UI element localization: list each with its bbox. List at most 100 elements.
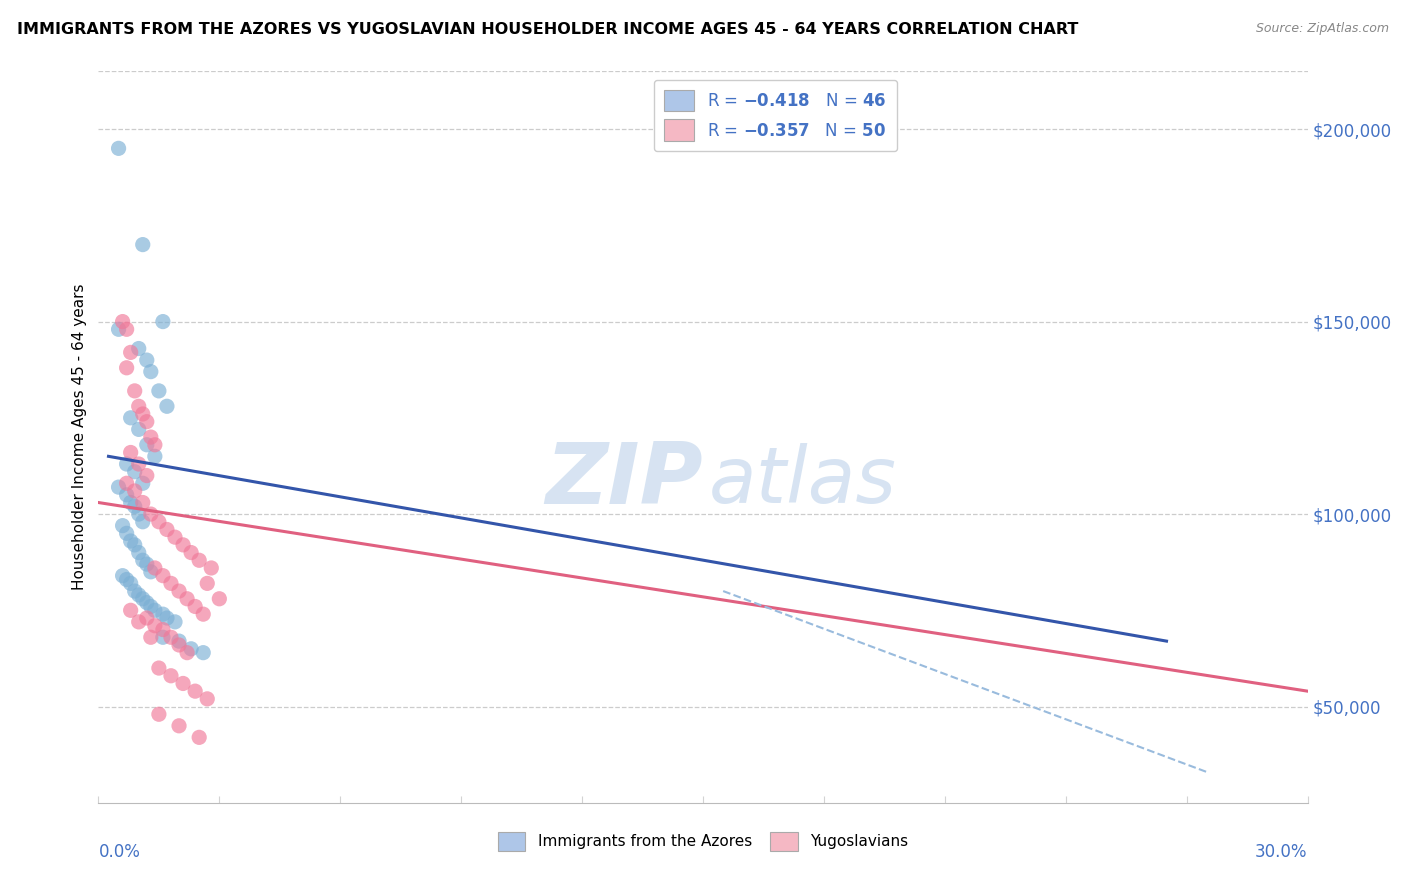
Text: ZIP: ZIP: [546, 440, 703, 523]
Point: [148, 384, 170, 398]
Point: [111, 518, 134, 533]
Point: [208, 591, 231, 606]
Point: [128, 507, 150, 521]
Point: [172, 538, 194, 552]
Point: [124, 465, 146, 479]
Point: [135, 596, 157, 610]
Point: [139, 565, 162, 579]
Point: [152, 568, 174, 582]
Point: [195, 691, 218, 706]
Point: [152, 630, 174, 644]
Point: [107, 480, 129, 494]
Point: [120, 495, 142, 509]
Point: [193, 646, 215, 660]
Point: [139, 599, 162, 614]
Point: [139, 430, 162, 444]
Point: [132, 495, 155, 509]
Point: [156, 399, 179, 413]
Point: [139, 630, 162, 644]
Point: [107, 322, 129, 336]
Point: [184, 684, 207, 698]
Point: [115, 573, 138, 587]
Point: [124, 538, 146, 552]
Point: [139, 507, 162, 521]
Point: [143, 450, 166, 464]
Point: [167, 584, 190, 599]
Point: [120, 603, 142, 617]
Point: [124, 500, 146, 514]
Point: [124, 483, 146, 498]
Point: [143, 438, 166, 452]
Point: [167, 638, 190, 652]
Point: [120, 534, 142, 549]
Point: [115, 526, 138, 541]
Text: IMMIGRANTS FROM THE AZORES VS YUGOSLAVIAN HOUSEHOLDER INCOME AGES 45 - 64 YEARS : IMMIGRANTS FROM THE AZORES VS YUGOSLAVIA…: [17, 22, 1078, 37]
Point: [156, 523, 179, 537]
Point: [111, 315, 134, 329]
Point: [200, 561, 222, 575]
Point: [167, 634, 190, 648]
Text: atlas: atlas: [709, 443, 897, 519]
Point: [135, 611, 157, 625]
Point: [120, 576, 142, 591]
Point: [128, 342, 150, 356]
Point: [176, 591, 198, 606]
Point: [124, 384, 146, 398]
Y-axis label: Householder Income Ages 45 - 64 years: Householder Income Ages 45 - 64 years: [72, 284, 87, 591]
Point: [115, 322, 138, 336]
Point: [128, 422, 150, 436]
Point: [139, 365, 162, 379]
Point: [132, 591, 155, 606]
Point: [163, 615, 186, 629]
Legend: Immigrants from the Azores, Yugoslavians: Immigrants from the Azores, Yugoslavians: [492, 825, 914, 857]
Point: [188, 731, 211, 745]
Text: Source: ZipAtlas.com: Source: ZipAtlas.com: [1256, 22, 1389, 36]
Point: [152, 607, 174, 622]
Point: [132, 515, 155, 529]
Point: [115, 360, 138, 375]
Point: [195, 576, 218, 591]
Point: [128, 399, 150, 413]
Point: [135, 415, 157, 429]
Point: [160, 669, 183, 683]
Point: [180, 545, 202, 559]
Point: [120, 410, 142, 425]
Point: [120, 445, 142, 459]
Point: [160, 576, 183, 591]
Point: [143, 603, 166, 617]
Point: [128, 615, 150, 629]
Text: 0.0%: 0.0%: [98, 843, 141, 861]
Point: [143, 561, 166, 575]
Point: [180, 641, 202, 656]
Point: [115, 457, 138, 471]
Point: [135, 438, 157, 452]
Point: [115, 488, 138, 502]
Point: [188, 553, 211, 567]
Point: [152, 623, 174, 637]
Point: [167, 719, 190, 733]
Point: [193, 607, 215, 622]
Point: [132, 476, 155, 491]
Point: [128, 457, 150, 471]
Point: [128, 545, 150, 559]
Point: [148, 707, 170, 722]
Point: [128, 588, 150, 602]
Point: [160, 630, 183, 644]
Point: [156, 611, 179, 625]
Point: [132, 553, 155, 567]
Point: [163, 530, 186, 544]
Point: [132, 407, 155, 421]
Point: [111, 568, 134, 582]
Point: [148, 661, 170, 675]
Point: [132, 237, 155, 252]
Point: [148, 515, 170, 529]
Point: [135, 557, 157, 571]
Text: 30.0%: 30.0%: [1256, 843, 1308, 861]
Point: [107, 141, 129, 155]
Point: [135, 353, 157, 368]
Point: [176, 646, 198, 660]
Point: [115, 476, 138, 491]
Point: [143, 618, 166, 632]
Point: [184, 599, 207, 614]
Point: [124, 584, 146, 599]
